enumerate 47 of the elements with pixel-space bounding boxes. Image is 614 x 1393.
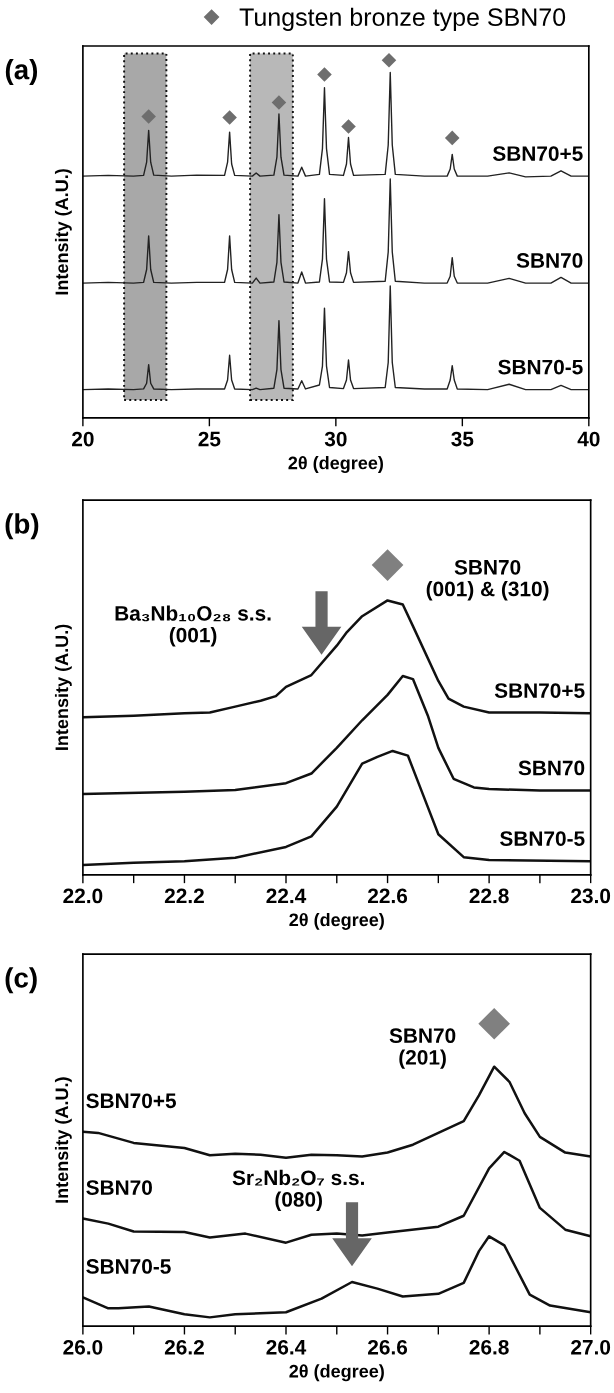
x-tick-label: 40 (577, 431, 600, 447)
series-label: SBN70 (518, 760, 585, 776)
x-tick-label: 26.2 (164, 1339, 204, 1355)
x-tick-label: 22.6 (368, 888, 408, 904)
x-tick-label: 20 (72, 431, 94, 447)
chart-title: (c) (5, 967, 37, 994)
series-label: SBN70-5 (498, 359, 583, 375)
point (222, 110, 237, 125)
x-tick-label: 22.0 (63, 888, 103, 904)
series-label: SBN70-5 (86, 1259, 171, 1274)
legend-label: Tungsten bronze type SBN70 (239, 7, 566, 31)
point (341, 119, 356, 134)
x-axis-title: 2θ (degree) (289, 1364, 384, 1382)
series-label: SBN70+5 (86, 1093, 176, 1109)
annotation: SBN70 (001) & (310) (426, 559, 549, 601)
point (444, 130, 460, 146)
annotation: Sr₂Nb₂O₇ s.s. (080) (232, 1169, 364, 1211)
x-tick-label: 22.8 (469, 888, 509, 904)
x-tick-label: 26.8 (469, 1339, 509, 1355)
y-axis-title: Intensity (A.U.) (54, 1077, 72, 1203)
point (141, 109, 156, 124)
series-label: SBN70 (516, 253, 583, 268)
annotation: SBN70 (201) (389, 1028, 456, 1069)
series-label: SBN70+5 (494, 683, 585, 698)
x-tick-label: 22.2 (164, 888, 204, 904)
y-axis-title: Intensity (A.U.) (54, 169, 72, 295)
x-tick-label: 35 (451, 431, 474, 447)
chart-title: (b) (5, 513, 39, 540)
x-axis-title: 2θ (degree) (289, 912, 384, 930)
x-tick-label: 22.4 (266, 888, 307, 904)
x-tick-label: 26.4 (266, 1339, 307, 1355)
point (271, 95, 287, 110)
point (317, 67, 332, 82)
x-tick-label: 25 (198, 431, 221, 447)
series-label: SBN70-5 (500, 831, 585, 846)
x-tick-label: 27.0 (571, 1339, 611, 1355)
x-tick-label: 23.0 (571, 888, 611, 904)
chart-title: (a) (5, 59, 38, 85)
series-label: SBN70 (86, 1180, 152, 1195)
series-label: SBN70+5 (492, 146, 583, 161)
x-tick-label: 26.6 (368, 1339, 408, 1355)
x-axis-title: 2θ (degree) (288, 456, 383, 473)
x-tick-label: 30 (324, 431, 347, 447)
y-axis-title: Intensity (A.U.) (54, 624, 72, 750)
annotation: Ba₃Nb₁₀O₂₈ s.s. (001) (115, 605, 271, 647)
x-tick-label: 26.0 (63, 1339, 103, 1355)
point (381, 52, 397, 68)
